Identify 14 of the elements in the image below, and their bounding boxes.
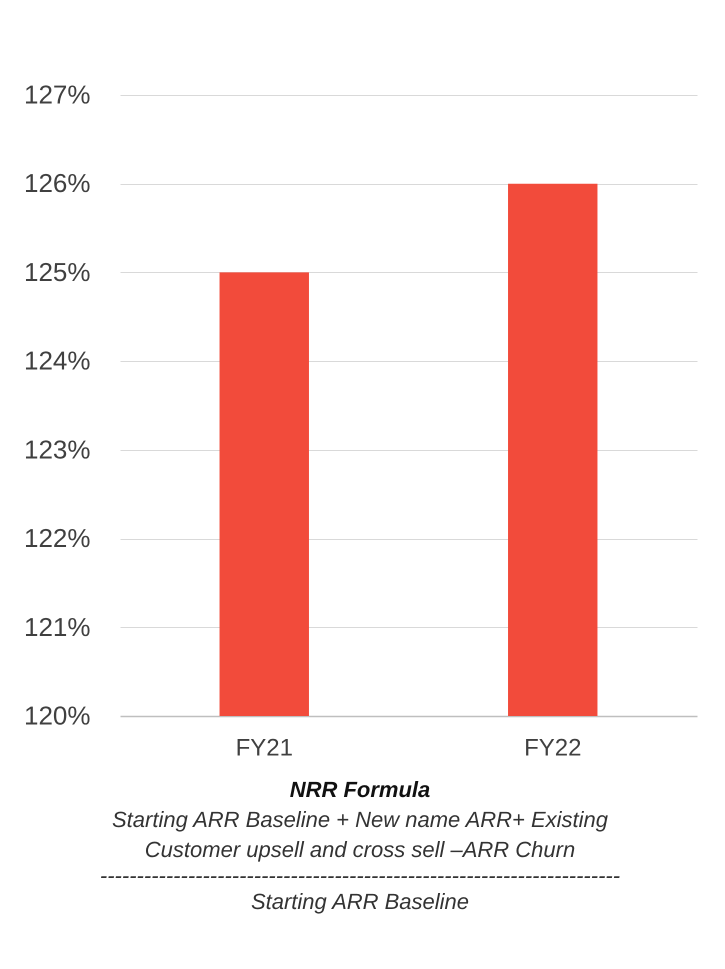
x-tick-label: FY22 [524,734,582,762]
y-tick-label: 126% [24,168,90,198]
y-tick-label: 124% [24,346,90,376]
text: Starting ARR Baseline + New name ARR+ Existing Customer upsell and cross sell –ARR Churn [112,807,608,862]
text: ----------------------------------------------------------------------- [98,863,622,888]
y-tick-label: 122% [24,523,90,554]
y-tick-label: 120% [24,700,90,730]
text: Starting ARR Baseline [250,888,470,916]
y-tick-label: 127% [24,80,90,110]
y-tick-label: 123% [24,434,90,464]
y-tick-label: 125% [24,256,90,287]
y-tick-label: 121% [24,612,90,642]
text: NRR Formula [288,776,432,804]
x-tick-label: FY21 [236,734,293,762]
